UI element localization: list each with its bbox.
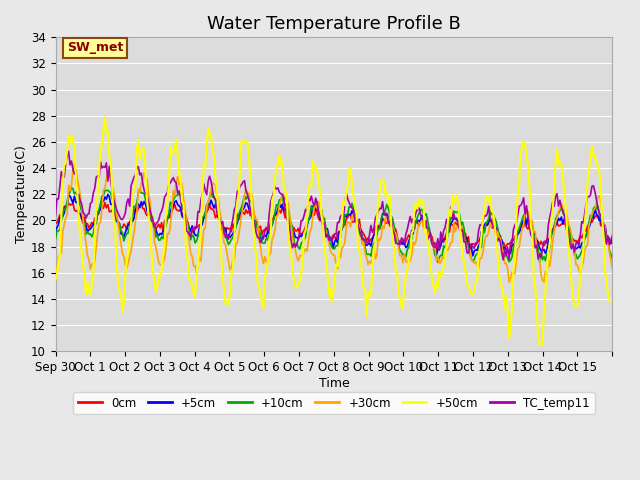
Y-axis label: Temperature(C): Temperature(C) — [15, 145, 28, 243]
Text: SW_met: SW_met — [67, 41, 123, 54]
Title: Water Temperature Profile B: Water Temperature Profile B — [207, 15, 461, 33]
X-axis label: Time: Time — [319, 377, 349, 390]
Legend: 0cm, +5cm, +10cm, +30cm, +50cm, TC_temp11: 0cm, +5cm, +10cm, +30cm, +50cm, TC_temp1… — [73, 392, 595, 414]
